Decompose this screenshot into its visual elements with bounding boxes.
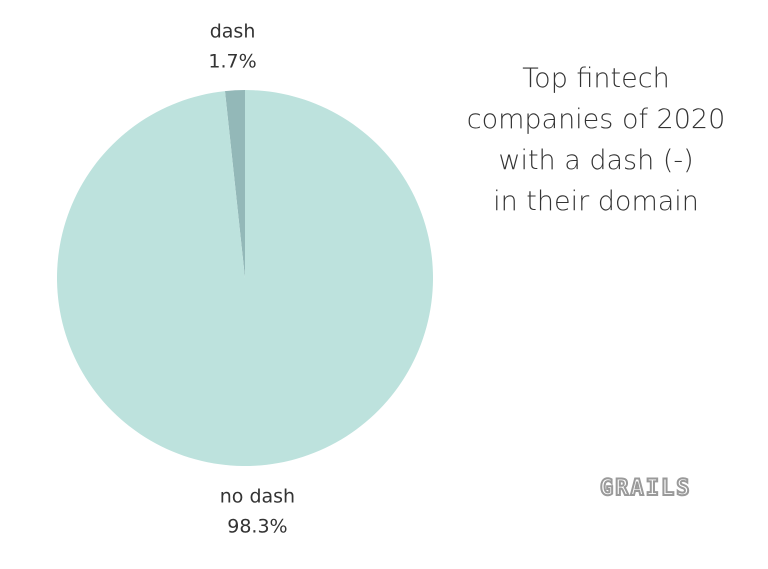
pie-slice: [224, 90, 245, 278]
pie-slice: [56, 90, 433, 467]
value-label: 1.7%: [208, 50, 256, 72]
watermark: GRAILS: [599, 475, 692, 502]
chart-title: Top fintech companies of 2020 with a das…: [466, 63, 726, 217]
slice-label: no dash: [220, 486, 295, 508]
value-label: 98.3%: [227, 516, 287, 538]
slice-label: dash: [210, 20, 256, 42]
